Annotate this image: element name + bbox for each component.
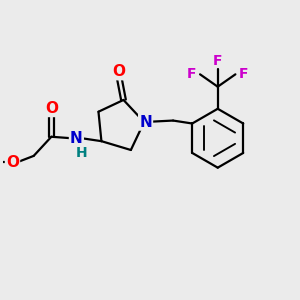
Text: F: F	[239, 67, 248, 81]
Text: O: O	[45, 101, 58, 116]
Text: O: O	[6, 155, 19, 170]
Text: N: N	[70, 131, 83, 146]
Text: H: H	[76, 146, 88, 161]
Text: O: O	[112, 64, 126, 79]
Text: F: F	[213, 54, 223, 68]
Text: N: N	[139, 115, 152, 130]
Text: F: F	[187, 67, 196, 81]
